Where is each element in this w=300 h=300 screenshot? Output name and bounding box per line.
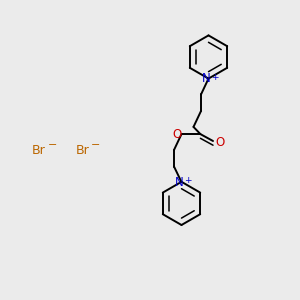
Text: −: − <box>48 140 57 150</box>
Text: O: O <box>215 136 224 149</box>
Text: O: O <box>172 128 182 141</box>
Text: +: + <box>211 73 218 82</box>
Text: N: N <box>202 72 211 85</box>
Text: Br: Br <box>76 143 89 157</box>
Text: −: − <box>91 140 101 150</box>
Text: +: + <box>184 176 191 185</box>
Text: N: N <box>175 176 184 189</box>
Text: Br: Br <box>32 143 46 157</box>
